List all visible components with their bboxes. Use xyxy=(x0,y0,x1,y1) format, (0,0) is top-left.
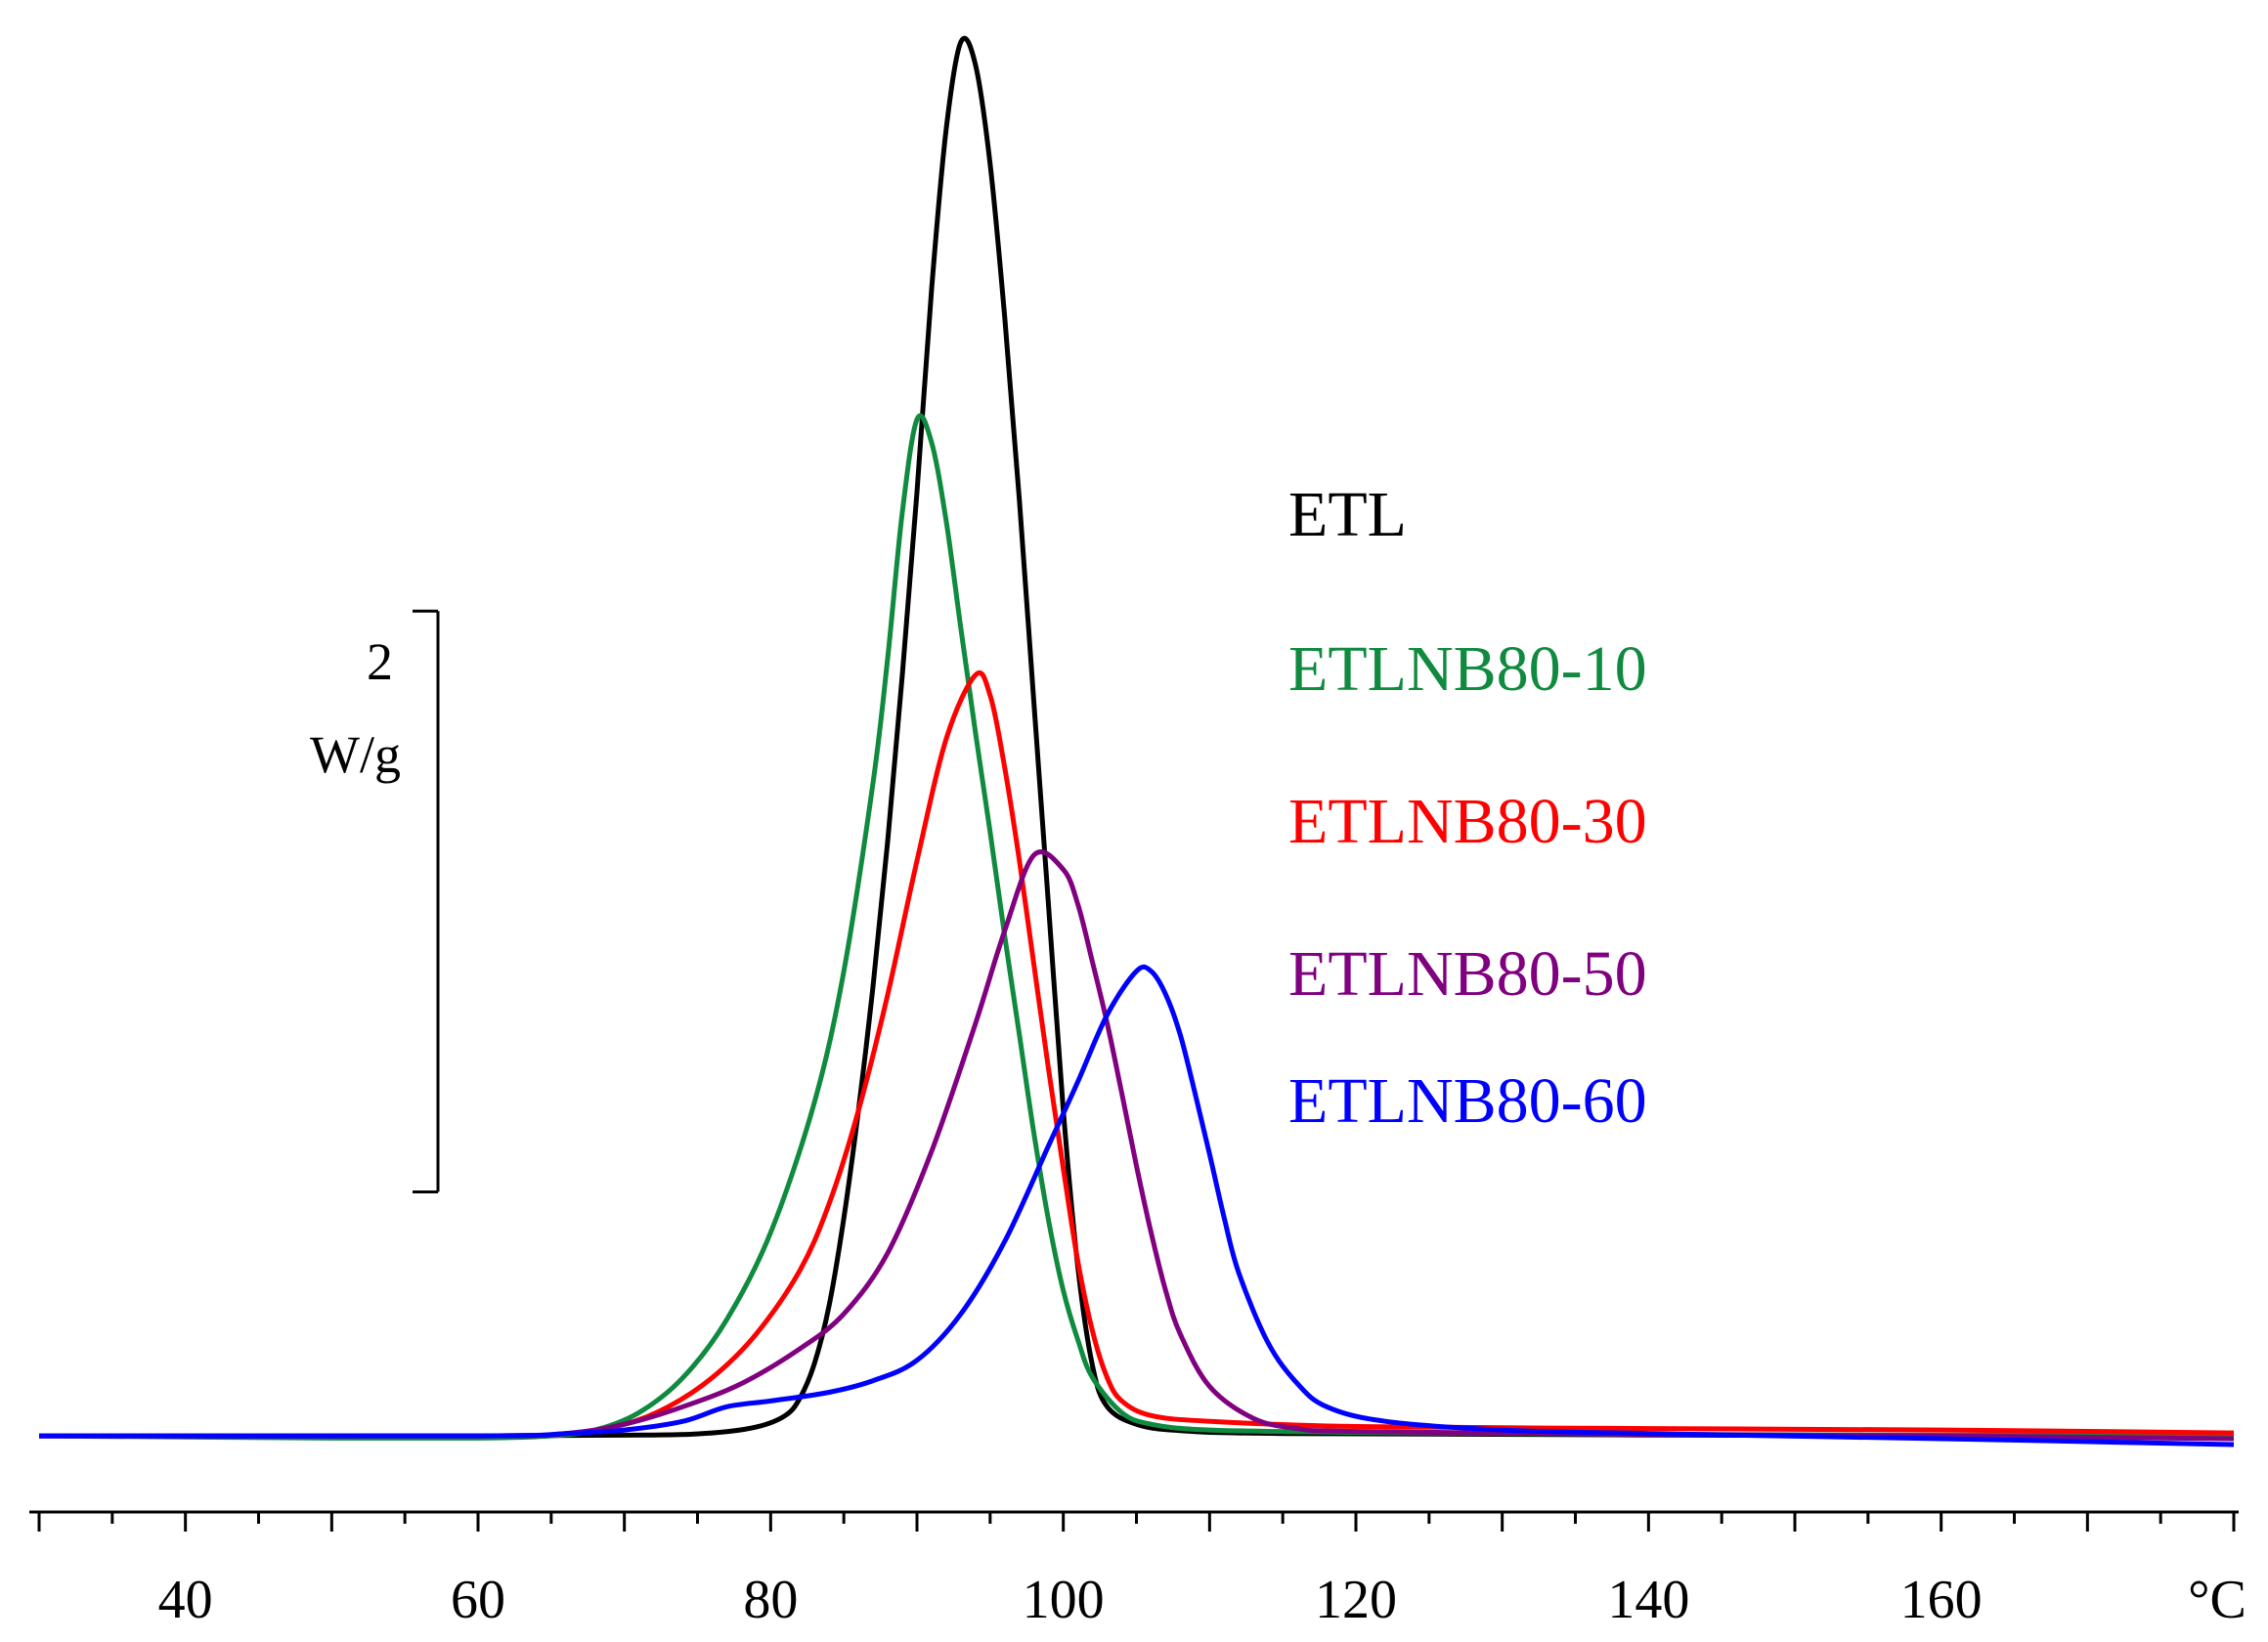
legend-entry-etl: ETL xyxy=(1288,479,1407,550)
series-line-etlnb80-10 xyxy=(38,412,2235,1442)
series-line-etlnb80-30 xyxy=(38,670,2235,1439)
x-axis-unit-label: °C xyxy=(2188,1570,2246,1630)
series-line-etlnb80-60 xyxy=(38,964,2235,1448)
scale-bar-unit: W/g xyxy=(310,725,401,784)
series-line-etlnb80-50 xyxy=(38,849,2235,1442)
x-tick-label-160: 160 xyxy=(1900,1570,1983,1630)
x-tick-label-100: 100 xyxy=(1023,1570,1105,1630)
legend-entry-etlnb80-50: ETLNB80-50 xyxy=(1288,938,1647,1010)
legend-entry-etlnb80-30: ETLNB80-30 xyxy=(1288,786,1647,857)
series-line-etl xyxy=(38,35,2235,1440)
legend: ETL ETLNB80-10 ETLNB80-30 ETLNB80-50 ETLNB80… xyxy=(1288,479,1647,1137)
x-tick-label-80: 80 xyxy=(743,1570,798,1630)
legend-entry-etlnb80-10: ETLNB80-10 xyxy=(1288,633,1647,705)
scale-bar-value: 2 xyxy=(367,632,393,691)
x-tick-label-40: 40 xyxy=(158,1570,213,1630)
legend-entry-etlnb80-60: ETLNB80-60 xyxy=(1288,1065,1647,1137)
x-axis-tick-labels: 40 60 80 100 120 140 160 xyxy=(158,1570,1983,1630)
x-tick-label-140: 140 xyxy=(1607,1570,1689,1630)
x-tick-label-60: 60 xyxy=(451,1570,505,1630)
x-axis-ticks xyxy=(37,1512,2236,1532)
x-tick-label-120: 120 xyxy=(1315,1570,1397,1630)
curves-layer xyxy=(38,35,2235,1448)
